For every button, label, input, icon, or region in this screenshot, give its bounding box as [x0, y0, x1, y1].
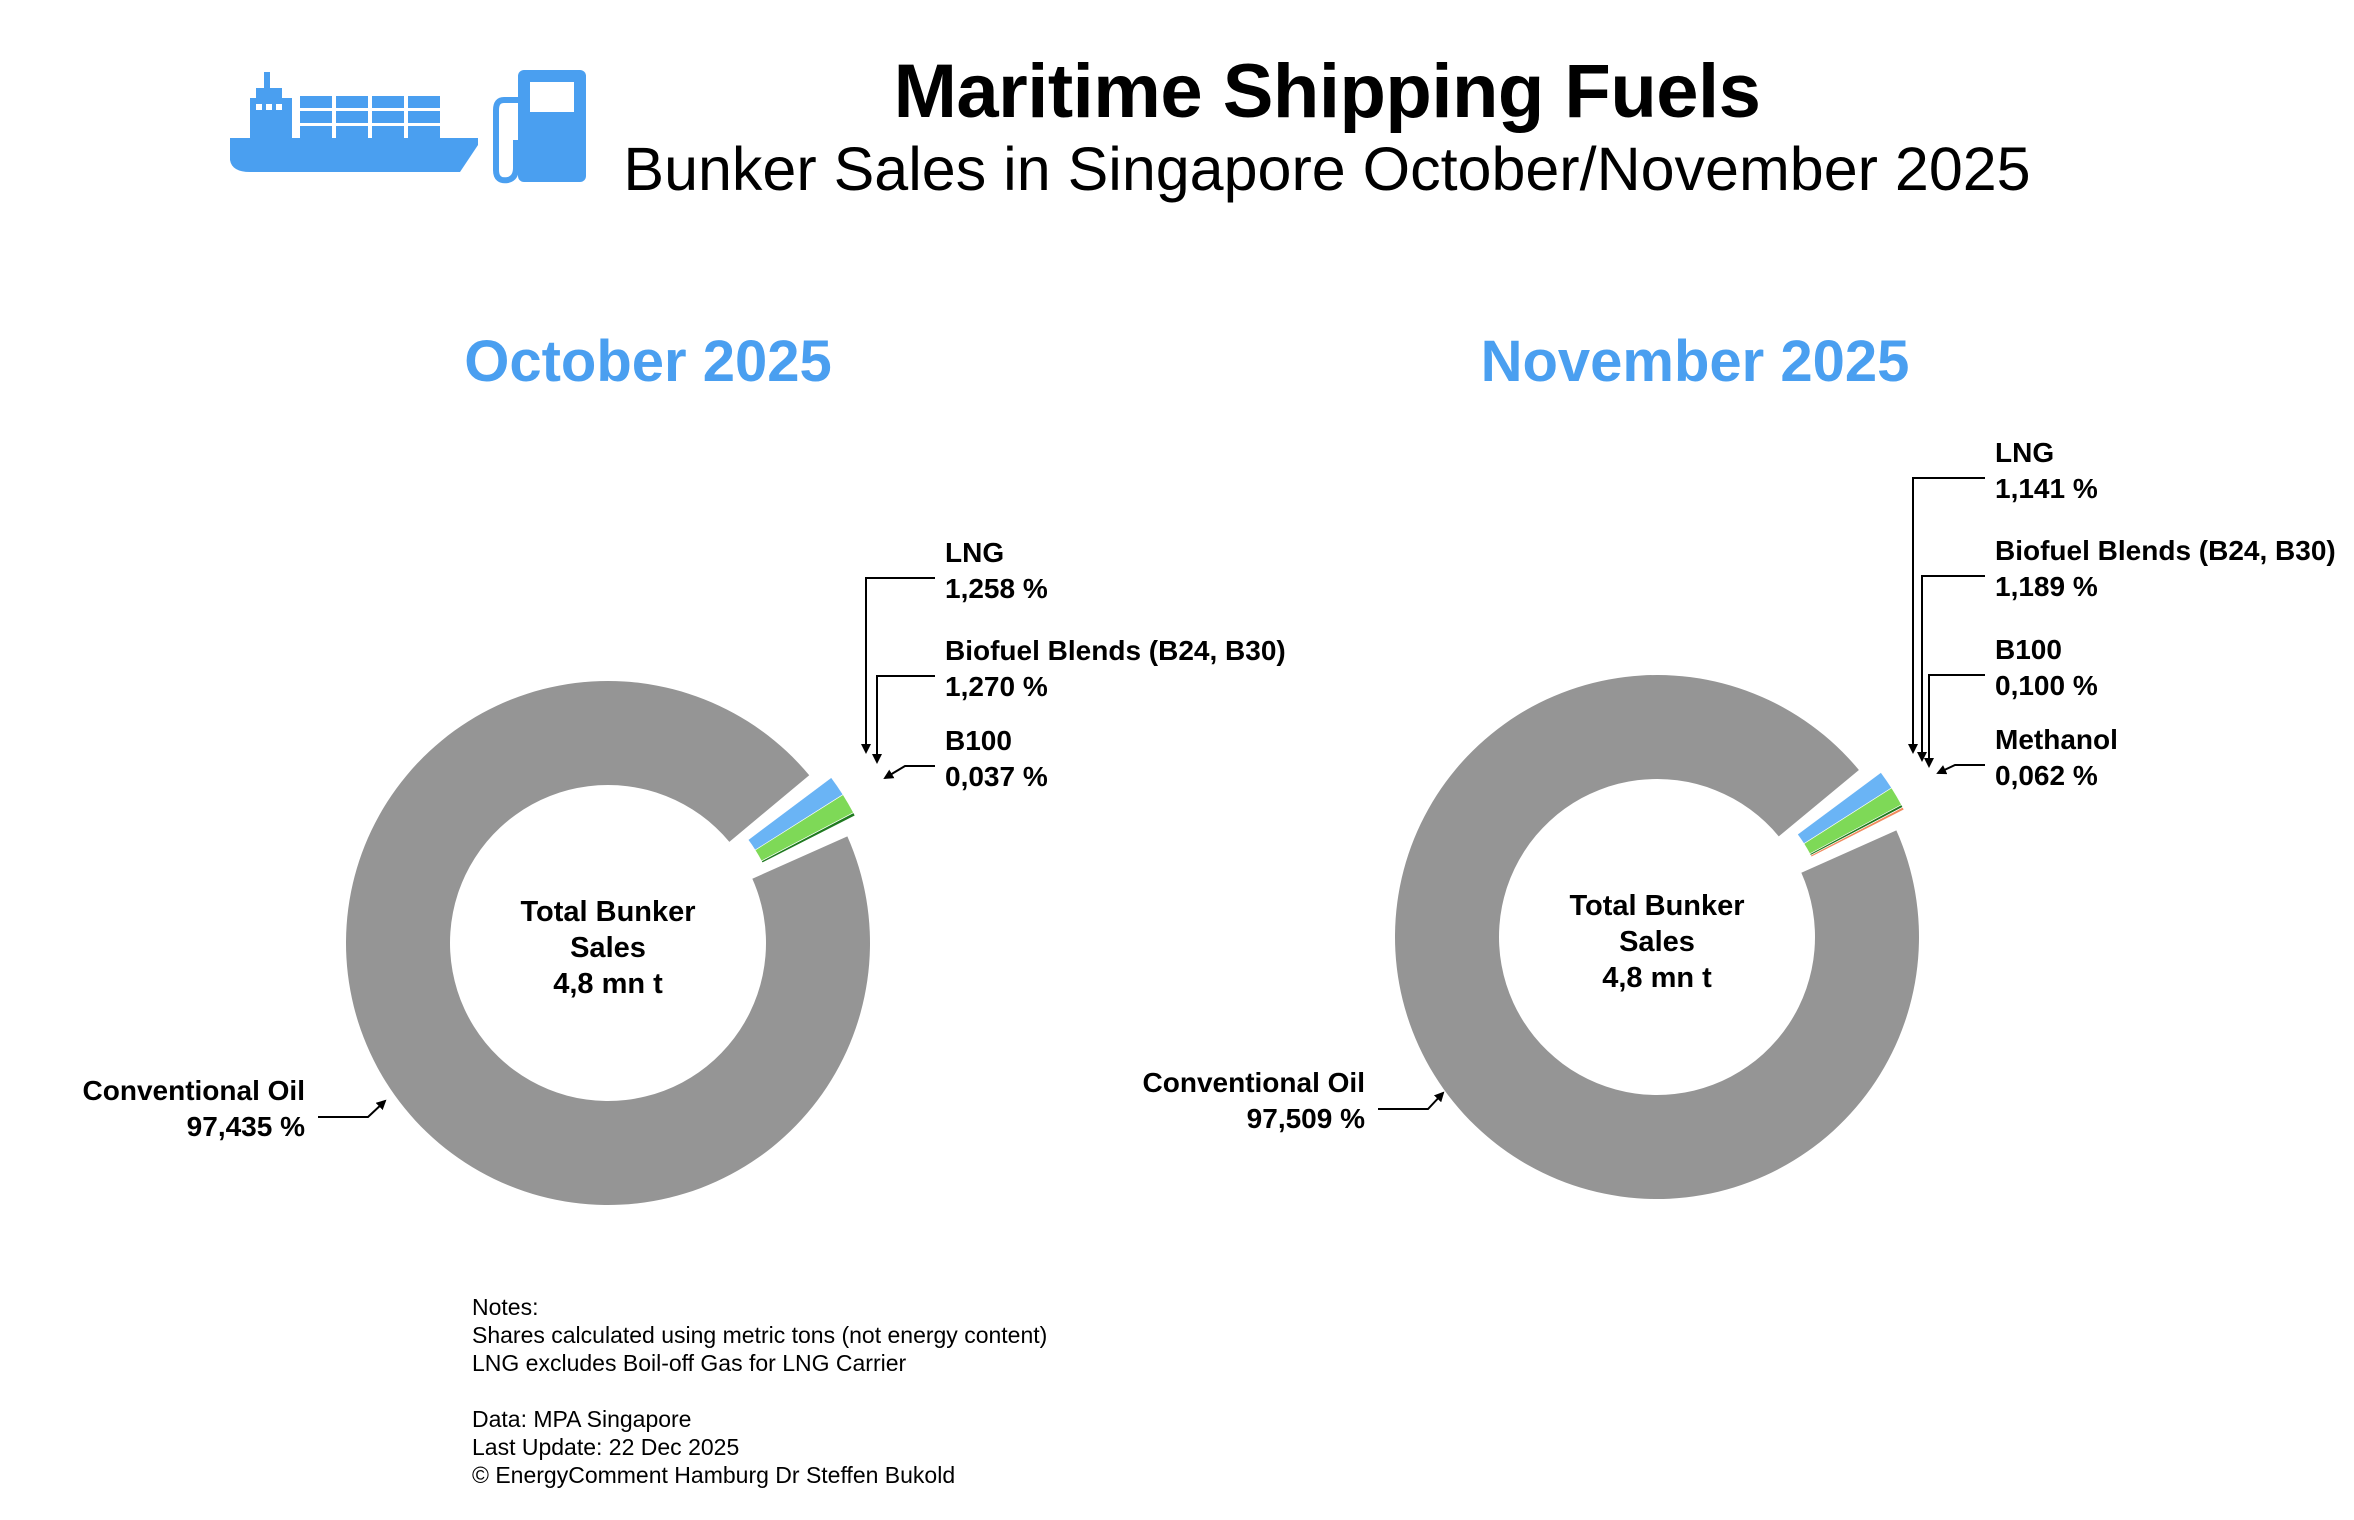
leader-lng: [1908, 477, 1985, 754]
label-name-biofuel-blends-b24-b30: Biofuel Blends (B24, B30): [1995, 535, 2336, 566]
leader-methanol: [1936, 764, 1985, 775]
label-value-conventional-oil: 97,435 %: [187, 1111, 305, 1142]
notes-line: Data: MPA Singapore: [472, 1406, 692, 1432]
label-value-lng: 1,258 %: [945, 573, 1048, 604]
leader-b100: [1924, 674, 1985, 768]
label-value-biofuel-blends-b24-b30: 1,189 %: [1995, 571, 2098, 602]
leader-biofuel-blends-b24-b30: [1917, 575, 1985, 762]
center-label: Sales: [570, 932, 646, 964]
center-label: Total Bunker: [520, 896, 695, 928]
leader-lng: [861, 577, 935, 754]
donut-chart-november-2025: Total Bunker Sales 4,8 mn t Conventional Oi…: [1143, 437, 2336, 1199]
leader-biofuel-blends-b24-b30: [872, 675, 935, 764]
center-label: Sales: [1619, 926, 1695, 958]
panel-title-november: November 2025: [1480, 329, 1910, 394]
label-name-conventional-oil: Conventional Oil: [83, 1075, 305, 1106]
slice-conventional-oil: [1394, 674, 1919, 1199]
notes-line: Shares calculated using metric tons (not…: [472, 1322, 1048, 1348]
label-name-lng: LNG: [945, 537, 1004, 568]
header-icons: [220, 60, 600, 195]
label-name-conventional-oil: Conventional Oil: [1143, 1067, 1365, 1098]
label-name-methanol: Methanol: [1995, 724, 2118, 755]
label-value-b100: 0,100 %: [1995, 670, 2098, 701]
label-value-conventional-oil: 97,509 %: [1247, 1103, 1365, 1134]
label-value-biofuel-blends-b24-b30: 1,270 %: [945, 671, 1048, 702]
container-ship-icon: [230, 72, 478, 172]
notes-line: LNG excludes Boil-off Gas for LNG Carrie…: [472, 1350, 907, 1376]
slice-b100: [761, 812, 856, 864]
panel-title-october: October 2025: [464, 329, 832, 394]
notes-line: Last Update: 22 Dec 2025: [472, 1434, 740, 1460]
center-label: 4,8 mn t: [1602, 962, 1712, 994]
label-name-b100: B100: [945, 725, 1012, 756]
chart-subtitle: Bunker Sales in Singapore October/Novemb…: [623, 135, 2031, 203]
label-value-methanol: 0,062 %: [1995, 760, 2098, 791]
notes-line: [472, 1377, 1047, 1405]
leader-b100: [883, 765, 935, 780]
leader-conventional-oil: [318, 1099, 387, 1118]
label-value-lng: 1,141 %: [1995, 473, 2098, 504]
fuel-pump-icon: [493, 70, 586, 184]
notes-block: Notes: Shares calculated using metric to…: [472, 1293, 1047, 1489]
leader-conventional-oil: [1378, 1091, 1445, 1110]
slice-conventional-oil: [346, 681, 871, 1206]
center-label: 4,8 mn t: [553, 968, 663, 1000]
chart-title: Maritime Shipping Fuels: [893, 49, 1761, 134]
donut-chart-october-2025: Total Bunker Sales 4,8 mn t Conventional Oi…: [83, 537, 1286, 1206]
label-name-lng: LNG: [1995, 437, 2054, 468]
label-value-b100: 0,037 %: [945, 761, 1048, 792]
center-label: Total Bunker: [1569, 890, 1744, 922]
slice-methanol: [1810, 806, 1905, 858]
notes-line: © EnergyComment Hamburg Dr Steffen Bukol…: [472, 1462, 956, 1488]
notes-line: Notes:: [472, 1294, 539, 1320]
label-name-biofuel-blends-b24-b30: Biofuel Blends (B24, B30): [945, 635, 1286, 666]
label-name-b100: B100: [1995, 634, 2062, 665]
